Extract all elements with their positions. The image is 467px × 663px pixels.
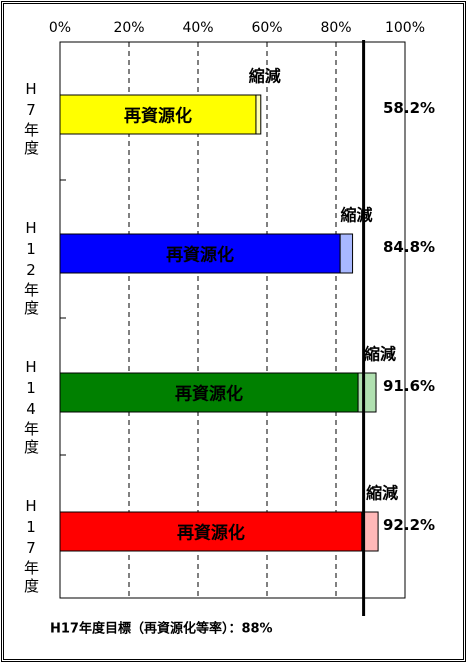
bar-segment [357, 372, 377, 413]
bar-segment [59, 94, 257, 135]
bar-segment [339, 233, 354, 274]
total-label: 84.8% [383, 238, 435, 256]
segment-label: 再資源化 [166, 245, 234, 266]
category-label: H14年度 [22, 358, 40, 457]
bar-segment [59, 233, 341, 274]
segment-label: 縮減 [341, 206, 373, 225]
bar-segment [59, 511, 363, 552]
category-label: H17年度 [22, 497, 40, 596]
segment-label: 縮減 [366, 484, 398, 503]
x-tick-label: 60% [251, 20, 282, 36]
plot-area [59, 41, 406, 599]
segment-label: 再資源化 [177, 523, 245, 544]
segment-label: 再資源化 [175, 384, 243, 405]
category-label: H7年度 [22, 80, 40, 158]
total-label: 92.2% [383, 516, 435, 534]
bar-segment [361, 511, 379, 552]
bar-segment [255, 94, 262, 135]
total-label: 58.2% [383, 99, 435, 117]
segment-label: 縮減 [249, 67, 281, 86]
segment-label: 縮減 [364, 345, 396, 364]
category-label: H12年度 [22, 219, 40, 318]
x-tick-label: 80% [320, 20, 351, 36]
segment-label: 再資源化 [124, 106, 192, 127]
x-tick-label: 0% [49, 20, 71, 36]
total-label: 91.6% [383, 377, 435, 395]
x-tick-label: 40% [182, 20, 213, 36]
x-tick-label: 20% [113, 20, 144, 36]
bar-segment [59, 372, 359, 413]
x-tick-label: 100% [385, 20, 425, 36]
target-label: H17年度目標（再資源化等率）：88% [50, 621, 273, 637]
